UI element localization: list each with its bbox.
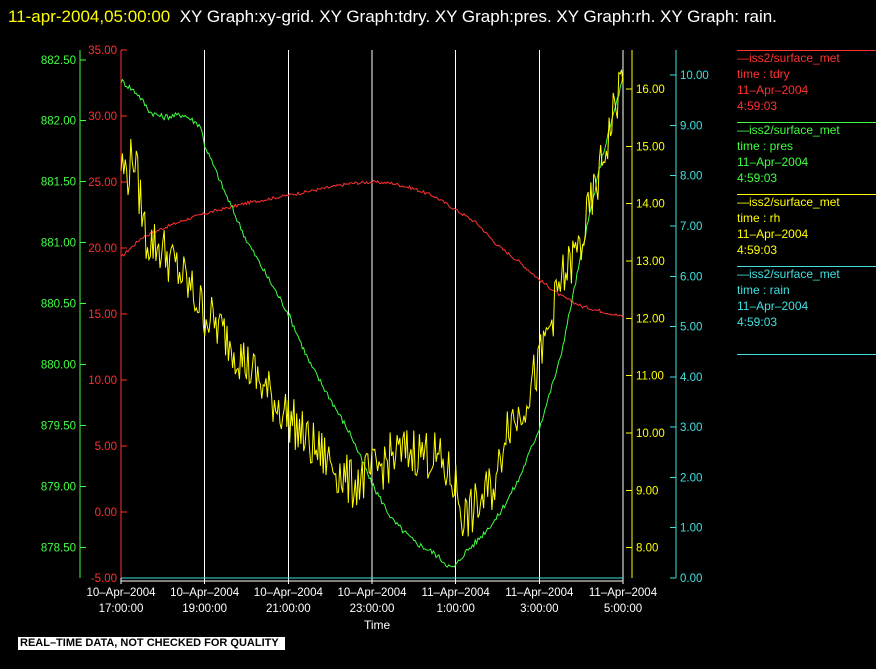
x-axis-title: Time <box>364 618 391 632</box>
legend-separator <box>737 194 876 195</box>
tdry-tick-label: 30.00 <box>88 111 117 123</box>
series-line-pres <box>120 76 624 568</box>
tdry-tick-label: 0.00 <box>95 507 117 519</box>
rh-tick-label: 9.00 <box>636 485 658 497</box>
tdry-tick-label: -5.00 <box>91 573 117 585</box>
x-tick-label: 17:00:00 <box>99 603 144 615</box>
x-tick-label: 10–Apr–2004 <box>86 587 156 599</box>
legend-variable: time : rain <box>737 283 790 297</box>
legend-entry-rain: —iss2/surface_met time : rain 11–Apr–200… <box>737 266 876 355</box>
pres-tick-label: 878.50 <box>41 543 76 555</box>
legend-source: —iss2/surface_met <box>737 123 840 137</box>
legend-separator <box>737 122 876 123</box>
rain-tick-label: 2.00 <box>680 472 702 484</box>
quality-warning: REAL–TIME DATA, NOT CHECKED FOR QUALITY <box>18 637 285 650</box>
legend-entry-pres: —iss2/surface_met time : pres 11–Apr–200… <box>737 122 876 186</box>
title-text: XY Graph:xy-grid. XY Graph:tdry. XY Grap… <box>179 7 777 26</box>
legend-source: —iss2/surface_met <box>737 267 840 281</box>
chart-title: 11-apr-2004,05:00:00 XY Graph:xy-grid. X… <box>8 2 868 32</box>
pres-tick-label: 879.50 <box>41 421 76 433</box>
rh-tick-label: 14.00 <box>636 199 665 211</box>
legend-variable: time : rh <box>737 211 781 225</box>
rh-tick-label: 13.00 <box>636 256 665 268</box>
pres-tick-label: 882.50 <box>41 55 76 67</box>
timestamp: 11-apr-2004,05:00:00 <box>8 7 171 26</box>
legend-separator <box>737 50 876 51</box>
x-tick-label: 10–Apr–2004 <box>254 587 324 599</box>
rain-tick-label: 3.00 <box>680 422 702 434</box>
tdry-tick-label: 20.00 <box>88 243 117 255</box>
rain-tick-label: 4.00 <box>680 372 702 384</box>
pres-tick-label: 881.00 <box>41 238 76 250</box>
rain-tick-label: 9.00 <box>680 120 702 132</box>
legend-date: 11–Apr–2004 <box>737 299 809 313</box>
x-tick-label: 11–Apr–2004 <box>422 587 491 599</box>
x-tick-label: 3:00:00 <box>520 603 558 615</box>
rain-tick-label: 6.00 <box>680 271 702 283</box>
legend-variable: time : tdry <box>737 67 790 81</box>
pres-tick-label: 881.50 <box>41 177 76 189</box>
legend-time: 4:59:03 <box>737 99 778 113</box>
pres-tick-label: 880.50 <box>41 299 76 311</box>
series-line-tdry <box>120 179 624 318</box>
legend-variable: time : pres <box>737 139 794 153</box>
legend-source: —iss2/surface_met <box>737 195 840 209</box>
rh-tick-label: 8.00 <box>636 543 658 555</box>
rh-tick-label: 12.00 <box>636 313 665 325</box>
rain-tick-label: 10.00 <box>680 70 709 82</box>
x-tick-label: 5:00:00 <box>604 603 642 615</box>
rain-tick-label: 5.00 <box>680 322 702 334</box>
rh-tick-label: 10.00 <box>636 428 665 440</box>
pres-tick-label: 880.00 <box>41 360 76 372</box>
x-tick-label: 21:00:00 <box>266 603 311 615</box>
legend-time: 4:59:03 <box>737 171 778 185</box>
legend-time: 4:59:03 <box>737 243 778 257</box>
legend-date: 11–Apr–2004 <box>737 83 809 97</box>
rh-tick-label: 11.00 <box>636 371 664 383</box>
tdry-tick-label: 5.00 <box>95 441 117 453</box>
x-tick-label: 1:00:00 <box>436 603 474 615</box>
legend-separator <box>737 266 876 267</box>
x-tick-label: 11–Apr–2004 <box>505 587 574 599</box>
legend-date: 11–Apr–2004 <box>737 155 809 169</box>
tdry-tick-label: 35.00 <box>88 45 117 57</box>
pres-tick-label: 882.00 <box>41 116 76 128</box>
rain-tick-label: 8.00 <box>680 171 702 183</box>
x-tick-label: 19:00:00 <box>182 603 227 615</box>
legend-source: —iss2/surface_met <box>737 51 840 65</box>
rain-tick-label: 0.00 <box>680 573 702 585</box>
x-tick-label: 10–Apr–2004 <box>337 587 407 599</box>
legend-date: 11–Apr–2004 <box>737 227 809 241</box>
legend-separator <box>737 354 876 355</box>
legend-entry-rh: —iss2/surface_met time : rh 11–Apr–2004 … <box>737 194 876 258</box>
rh-tick-label: 15.00 <box>636 141 665 153</box>
pres-tick-label: 879.00 <box>41 482 76 494</box>
tdry-tick-label: 25.00 <box>88 177 117 189</box>
tdry-tick-label: 15.00 <box>88 309 117 321</box>
x-tick-label: 10–Apr–2004 <box>170 587 240 599</box>
rain-tick-label: 7.00 <box>680 221 702 233</box>
rain-tick-label: 1.00 <box>680 523 702 535</box>
x-tick-label: 11–Apr–2004 <box>589 587 658 599</box>
legend-entry-tdry: —iss2/surface_met time : tdry 11–Apr–200… <box>737 50 876 114</box>
tdry-tick-label: 10.00 <box>88 375 117 387</box>
series-line-rh <box>120 69 624 537</box>
x-tick-label: 23:00:00 <box>350 603 395 615</box>
legend-time: 4:59:03 <box>737 315 778 329</box>
rh-tick-label: 16.00 <box>636 84 665 96</box>
